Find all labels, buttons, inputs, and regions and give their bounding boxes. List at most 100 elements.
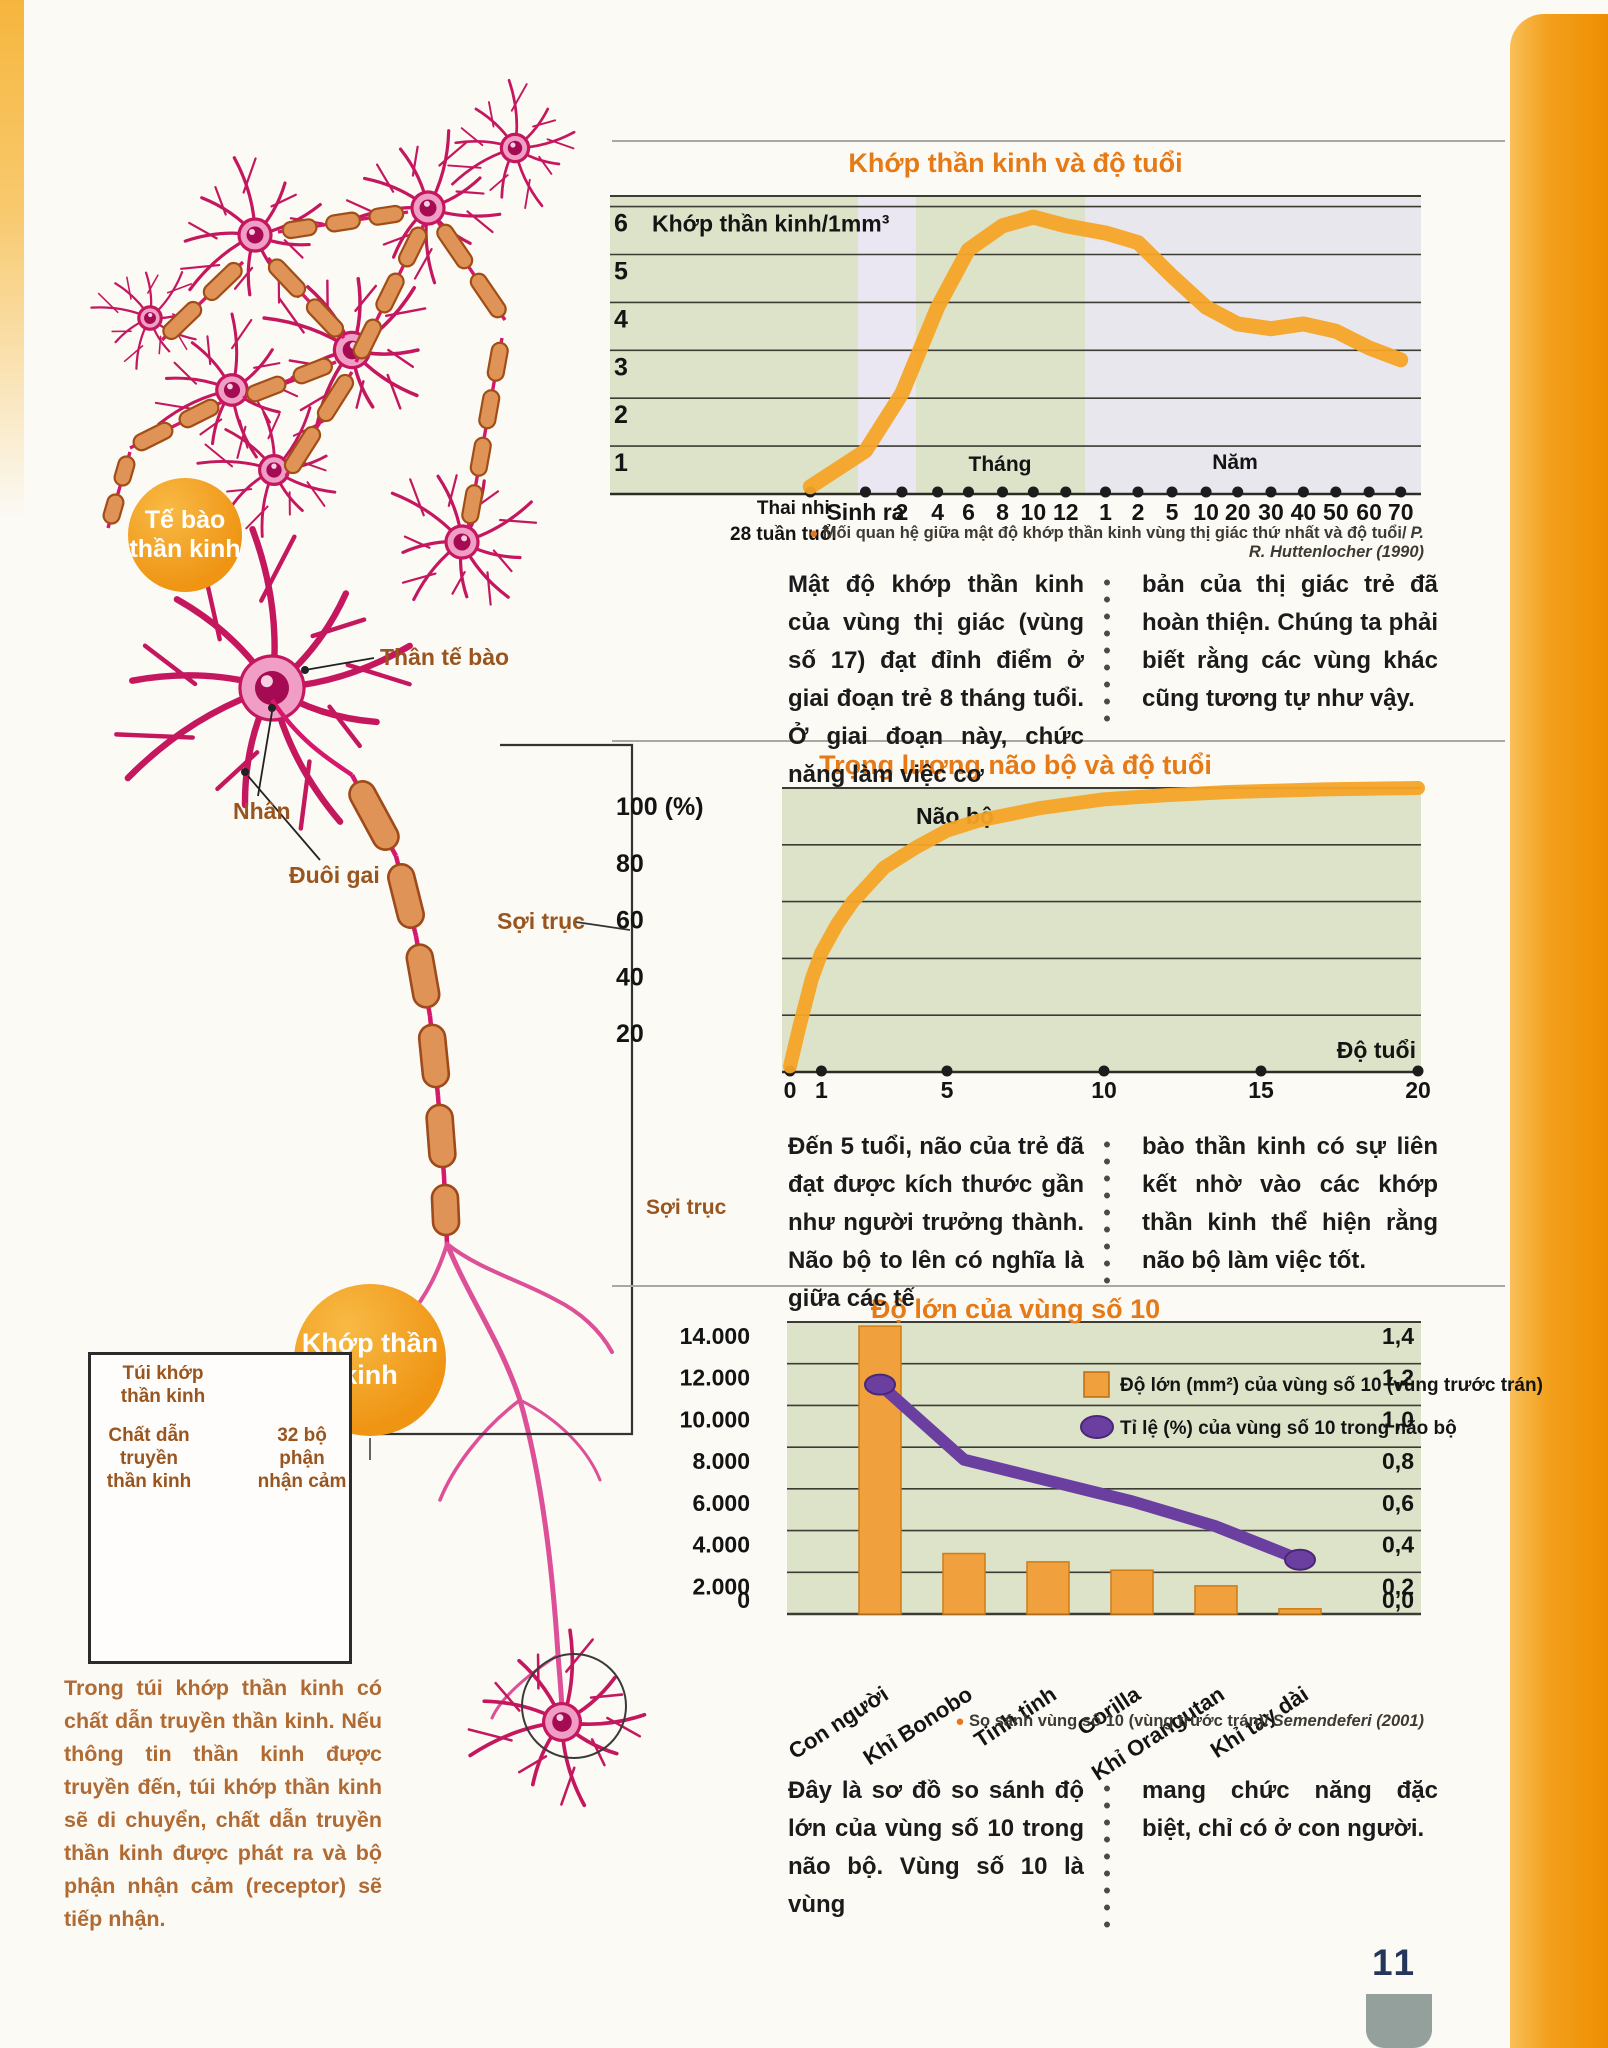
dendrite xyxy=(183,231,257,243)
nucleus-highlight xyxy=(461,535,468,542)
nucleus-highlight xyxy=(260,675,273,688)
dendrite xyxy=(272,468,337,494)
soma-nucleus xyxy=(266,462,282,478)
dendrite xyxy=(253,233,311,247)
inset-label-line: thần kinh xyxy=(120,1386,206,1407)
chart1-axis-dot xyxy=(1363,486,1375,498)
label-soma: Thân tế bào xyxy=(380,644,510,670)
dendrite xyxy=(560,1628,575,1724)
axon-line xyxy=(160,260,245,342)
chart1-axis-dot xyxy=(1297,486,1309,498)
chart1-x-tick-label: 60 xyxy=(1356,499,1382,525)
myelin-segment xyxy=(162,300,203,341)
dendrite xyxy=(124,684,276,782)
chart2-x-tick-label: 0 xyxy=(784,1077,797,1103)
dendrite-fork xyxy=(245,505,269,530)
dendrite-fork xyxy=(524,178,531,210)
myelin-segment xyxy=(436,223,474,270)
section-rule-2 xyxy=(612,740,1505,742)
inset-label-line: Túi khớp xyxy=(122,1363,204,1384)
axon-line xyxy=(441,1175,450,1245)
chart1-plot-bg xyxy=(610,196,1421,494)
label-dendrite: Đuôi gai xyxy=(289,862,380,888)
axon-line xyxy=(277,210,409,234)
dendrite xyxy=(391,206,430,259)
dendrite-fork xyxy=(486,571,492,606)
soma-nucleus xyxy=(255,671,289,705)
myelin-segment xyxy=(281,218,318,240)
dendrite-fork xyxy=(233,266,254,290)
dendrite-fork xyxy=(147,274,159,294)
dendrite-fork xyxy=(174,328,188,351)
dendrite-fork xyxy=(409,478,425,517)
legend-line-swatch xyxy=(1080,1415,1114,1439)
chart1-axis-dot xyxy=(997,486,1009,498)
chart2-x-tick-label: 20 xyxy=(1405,1077,1431,1103)
dendrite-fork xyxy=(326,279,329,317)
terminal-neuron-soma xyxy=(467,1628,647,1808)
myelin-segment xyxy=(469,272,507,319)
dendrite xyxy=(253,202,322,237)
axon-line xyxy=(413,935,433,1017)
chart1-x-tick-label: 70 xyxy=(1388,499,1414,525)
dendrite-fork xyxy=(188,221,218,240)
dendrite xyxy=(253,181,287,237)
chart1-axis-dot xyxy=(1027,486,1039,498)
dendrite xyxy=(114,282,152,320)
chart1-x-tick-label: 8 xyxy=(996,499,1009,525)
myelin-segment xyxy=(325,211,361,233)
axon-line xyxy=(435,1095,447,1177)
chart1-axis-dot xyxy=(804,486,816,498)
soma-body xyxy=(258,454,290,486)
dendrite-fork xyxy=(298,759,312,831)
dendrite-fork xyxy=(532,119,557,128)
dendrite xyxy=(272,468,304,512)
dendrite-fork xyxy=(560,1766,576,1806)
chart1-x-tick-label: 2 xyxy=(896,499,909,525)
dendrite xyxy=(390,491,464,544)
dendrite-fork xyxy=(536,1653,540,1690)
badge-line: Tế bào xyxy=(144,505,226,534)
badge-line: thần kinh xyxy=(129,535,241,563)
legend-line-label: Tỉ lệ (%) của vùng số 10 trong não bộ xyxy=(1120,1418,1457,1439)
dendrite xyxy=(458,540,469,599)
chart1-axis-dot xyxy=(1232,486,1244,498)
dendrite-fork xyxy=(411,145,419,177)
dendrite-fork xyxy=(346,199,384,218)
dendrite-fork xyxy=(253,362,281,369)
nucleus-highlight xyxy=(349,342,357,349)
dendrite xyxy=(451,146,517,186)
dendrite-fork xyxy=(123,345,144,363)
dendrite xyxy=(200,196,257,237)
dendrite-fork xyxy=(403,535,431,549)
synapse-inset-box xyxy=(88,1352,352,1664)
chart3-left-tick-label: 8.000 xyxy=(692,1448,750,1474)
legend-bar-swatch xyxy=(1083,1371,1110,1398)
section2-col-left: Đến 5 tuổi, não của trẻ đã đạt được kích… xyxy=(788,1133,1084,1312)
neuron-soma xyxy=(342,129,502,285)
dendrite-fork xyxy=(401,572,437,584)
dendrite xyxy=(210,388,234,446)
nucleus-highlight xyxy=(423,200,430,207)
dendrite-fork xyxy=(306,481,326,507)
soma-nucleus xyxy=(144,312,156,324)
dendrite xyxy=(424,206,437,285)
caption-bullet-icon: ● xyxy=(809,525,819,542)
myelin-segment xyxy=(178,398,220,429)
nucleus-highlight xyxy=(271,463,277,469)
pointer-dot xyxy=(268,704,276,712)
chart1-y-tick-label: 5 xyxy=(614,258,628,286)
dendrite xyxy=(460,540,510,599)
dendrite-fork xyxy=(199,418,223,436)
dendrite xyxy=(482,1699,564,1724)
dendrite xyxy=(513,146,561,166)
chart2-x-tick-label: 15 xyxy=(1248,1077,1274,1103)
chart1-years-group-label: Năm xyxy=(1212,451,1258,474)
label-receptors: 32 bộ phận nhận cảm xyxy=(252,1424,352,1493)
dendrite xyxy=(362,176,430,210)
dendrite xyxy=(230,376,301,392)
dendrite-fork xyxy=(327,704,362,749)
dendrite xyxy=(290,348,354,380)
dendrite xyxy=(144,271,153,320)
chart3-right-tick-label: 0,4 xyxy=(1382,1532,1414,1558)
